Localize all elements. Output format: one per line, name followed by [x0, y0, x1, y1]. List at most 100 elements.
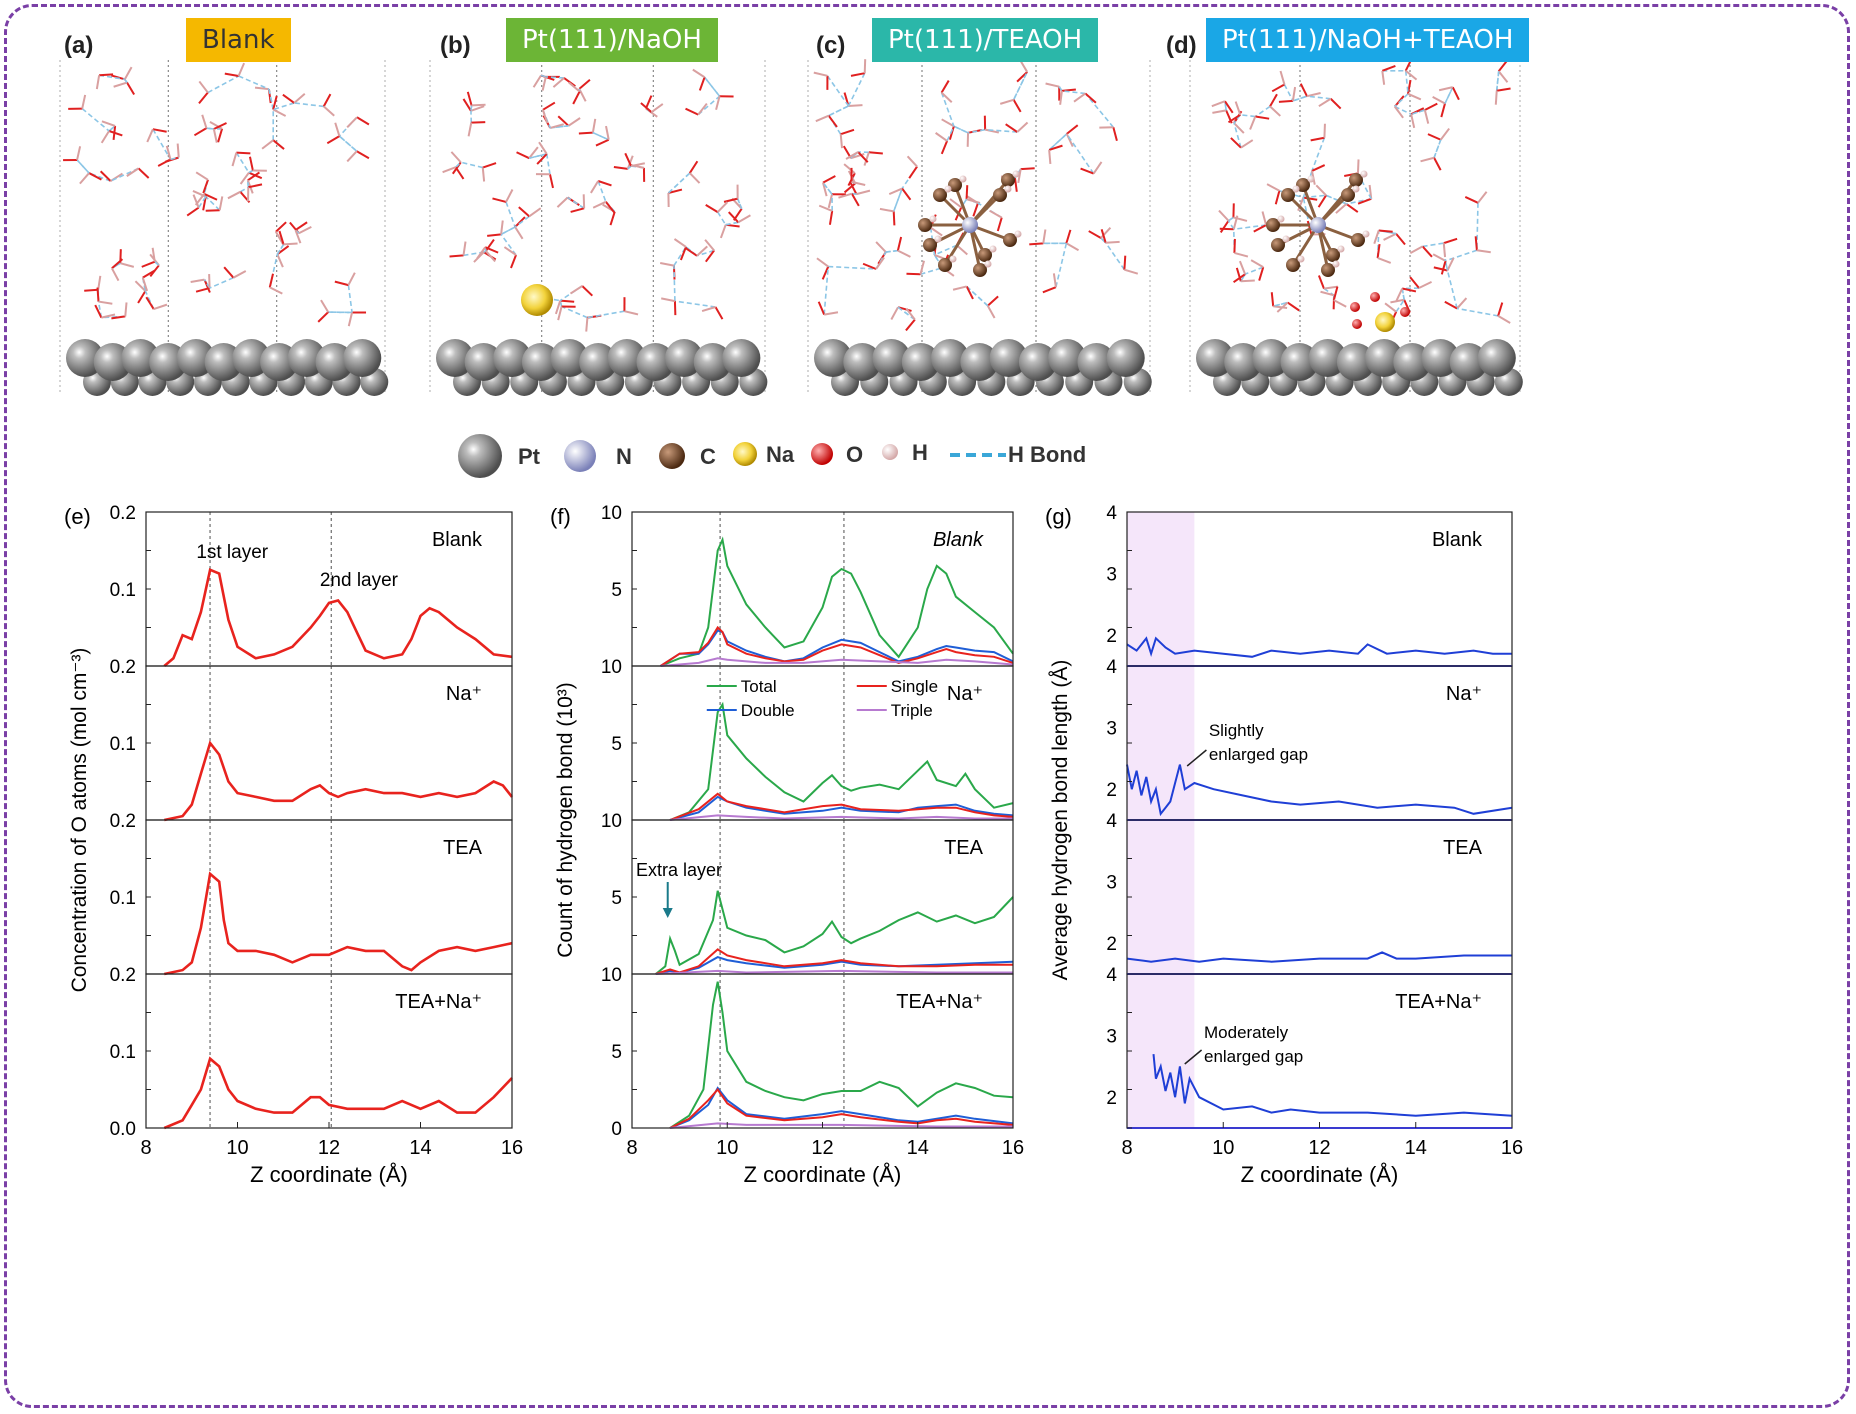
o-h-bond-line — [896, 236, 903, 251]
o-h-bond-line — [590, 180, 600, 194]
o-h-bond-line — [569, 285, 583, 295]
snapshot-d — [1189, 57, 1523, 396]
h-bond-line — [205, 196, 221, 211]
o-h-bond-line — [1432, 253, 1446, 262]
c-legend-icon — [659, 443, 685, 469]
subplot-label: Blank — [432, 529, 483, 551]
o-h-bond-line — [247, 171, 260, 182]
pt-atom — [931, 339, 970, 377]
o-h-bond-line — [956, 244, 968, 256]
o-h-bond-line — [449, 254, 464, 258]
o-h-bond-line — [195, 171, 209, 181]
x-axis-label: Z coordinate (Å) — [250, 1162, 408, 1187]
y-tick-label: 0.2 — [110, 657, 136, 678]
legend-label-c: C — [700, 444, 716, 469]
o-h-bond-line — [186, 206, 200, 217]
o-h-bond-line — [578, 131, 593, 135]
h-bond-line — [1055, 243, 1068, 288]
o-h-bond-line — [862, 262, 877, 270]
o-h-bond-line — [1105, 240, 1120, 244]
o-h-bond-line — [283, 242, 298, 246]
o-h-bond-line — [817, 301, 826, 315]
n-legend-icon — [564, 440, 596, 472]
y-tick-label: 0.2 — [110, 965, 136, 986]
x-tick-label: 14 — [907, 1137, 929, 1159]
y-tick-label: 5 — [611, 580, 622, 601]
o-h-bond-line — [209, 120, 223, 130]
annotation-slightly-enlarged-gap-line2: enlarged gap — [1209, 745, 1308, 764]
o-h-bond-line — [1317, 194, 1327, 208]
x-tick-label: 10 — [226, 1137, 248, 1159]
h-bond-line — [247, 180, 250, 188]
h-bond-line — [953, 125, 969, 134]
subplot-label: TEA+Na⁺ — [395, 991, 482, 1013]
o-h-bond-line — [203, 193, 218, 201]
legend-label-o: O — [846, 442, 863, 467]
o-h-bond-line — [1233, 122, 1245, 134]
o-h-bond-line — [1084, 92, 1097, 104]
x-tick-label: 12 — [1308, 1137, 1330, 1159]
o-h-bond-line — [96, 287, 100, 302]
o-h-bond-line — [605, 125, 610, 140]
o-h-bond-line — [195, 287, 210, 293]
subplot-label: TEA — [443, 837, 483, 859]
series-line-data — [1126, 636, 1512, 658]
panel-a-letter: (a) — [64, 32, 94, 59]
subplot-label: TEA+Na⁺ — [896, 991, 983, 1013]
x-axis-label: Z coordinate (Å) — [1241, 1162, 1399, 1187]
o-h-bond-line — [202, 196, 207, 211]
x-axis-label: Z coordinate (Å) — [744, 1162, 902, 1187]
o-h-bond-line — [597, 180, 612, 187]
o-h-bond-line — [462, 241, 467, 256]
h-bond-line — [272, 102, 295, 111]
h-atom — [1297, 255, 1305, 263]
o-h-bond-line — [141, 277, 149, 292]
o-h-bond-line — [146, 128, 154, 143]
o-h-bond-line — [76, 146, 82, 161]
o-h-bond-line — [1373, 230, 1380, 245]
o-h-bond-line — [1279, 70, 1286, 85]
h-bond-line — [597, 180, 607, 203]
y-tick-label: 10 — [601, 503, 622, 524]
h-bond-line — [1404, 70, 1409, 94]
o-h-bond-line — [500, 220, 504, 235]
o-h-bond-line — [679, 246, 687, 261]
o-h-bond-line — [1433, 266, 1448, 272]
o-h-bond-line — [137, 167, 150, 179]
h-bond-line — [198, 196, 207, 209]
o-h-bond-line — [100, 130, 110, 144]
h-bond-line — [627, 165, 632, 170]
o-h-bond-line — [578, 88, 587, 102]
o-h-bond-line — [1238, 260, 1247, 275]
o-h-bond-line — [549, 123, 564, 129]
pt-atom — [287, 339, 326, 377]
h-atom — [1307, 175, 1315, 183]
annotation-extra-layer: Extra layer — [636, 860, 722, 880]
o-h-bond-line — [237, 62, 246, 77]
o-h-bond-line — [1383, 232, 1397, 241]
h-bond-line — [920, 266, 943, 275]
o-h-bond-line — [605, 201, 616, 214]
h-bond-line — [470, 105, 473, 111]
o-h-bond-line — [317, 311, 329, 323]
chart-letter: (f) — [550, 504, 571, 529]
o-h-bond-line — [467, 122, 473, 137]
o-h-bond-line — [218, 196, 224, 211]
pt-atom — [1224, 343, 1263, 381]
o-h-bond-line — [1356, 159, 1360, 174]
o-h-bond-line — [1439, 127, 1450, 141]
o-h-bond-line — [1269, 105, 1281, 117]
o-h-bond-line — [151, 247, 156, 262]
subplot-label: Na⁺ — [1446, 683, 1482, 705]
o-h-bond-line — [897, 249, 911, 258]
pt-atom — [901, 343, 940, 381]
o-h-bond-line — [282, 93, 295, 104]
o-h-bond-line — [972, 202, 979, 217]
o-h-bond-line — [1451, 86, 1460, 101]
o-h-bond-line — [542, 101, 556, 111]
o-h-bond-line — [818, 204, 833, 212]
pt-atom — [1421, 339, 1460, 377]
o-h-bond-line — [1016, 121, 1029, 133]
n-atom — [962, 217, 978, 233]
o-h-bond-line — [822, 182, 828, 197]
